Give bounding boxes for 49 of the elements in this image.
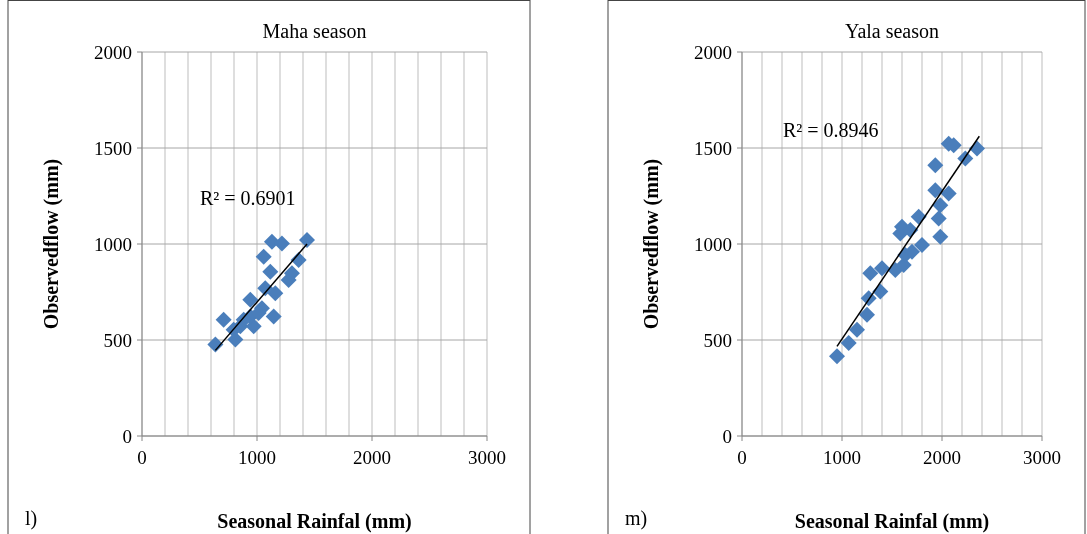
- y-tick-label: 0: [122, 426, 132, 447]
- chart-title: Maha season: [262, 20, 367, 42]
- y-tick-label: 1000: [94, 234, 132, 255]
- point: [910, 208, 927, 225]
- point: [914, 236, 930, 253]
- point: [299, 231, 316, 248]
- x-tick-label: 1000: [823, 447, 861, 468]
- point: [862, 265, 879, 282]
- x-tick-label: 1000: [238, 447, 276, 468]
- y-tick-label: 500: [703, 330, 732, 351]
- y-axis-title: Observedflow (mm): [40, 158, 63, 330]
- point: [932, 228, 949, 245]
- point: [932, 197, 949, 214]
- point: [940, 185, 957, 202]
- y-tick-label: 1500: [94, 138, 132, 159]
- point: [930, 210, 947, 227]
- point: [255, 248, 272, 265]
- y-tick-label: 2000: [694, 42, 732, 63]
- point: [242, 291, 259, 308]
- point: [829, 348, 845, 365]
- y-tick-label: 500: [103, 330, 132, 351]
- point: [840, 335, 857, 352]
- x-tick-label: 0: [737, 447, 747, 468]
- x-tick-label: 2000: [353, 447, 391, 468]
- annotation: R² = 0.6901: [200, 187, 296, 209]
- point: [265, 308, 282, 325]
- point: [927, 182, 944, 199]
- point: [215, 311, 232, 328]
- chart-title: Yala season: [844, 20, 940, 42]
- annotation: R² = 0.8946: [783, 119, 879, 141]
- y-axis-title: Observedflow (mm): [640, 158, 663, 330]
- point: [927, 157, 944, 174]
- text: m): [625, 507, 648, 530]
- x-tick-label: 3000: [1023, 447, 1061, 468]
- point: [859, 306, 875, 323]
- y-tick-label: 1000: [694, 234, 732, 255]
- x-axis-title: Seasonal Rainfal (mm): [794, 510, 990, 533]
- y-tick-label: 2000: [94, 42, 132, 63]
- x-tick-label: 3000: [468, 447, 506, 468]
- point: [267, 285, 284, 302]
- point: [874, 260, 890, 277]
- x-axis-title: Seasonal Rainfal (mm): [217, 510, 412, 533]
- y-tick-label: 1500: [694, 138, 732, 159]
- point: [262, 263, 279, 280]
- x-tick-label: 2000: [923, 447, 961, 468]
- point: [849, 321, 865, 338]
- y-tick-label: 0: [722, 426, 732, 447]
- text: l): [25, 507, 38, 530]
- x-tick-label: 0: [137, 447, 147, 468]
